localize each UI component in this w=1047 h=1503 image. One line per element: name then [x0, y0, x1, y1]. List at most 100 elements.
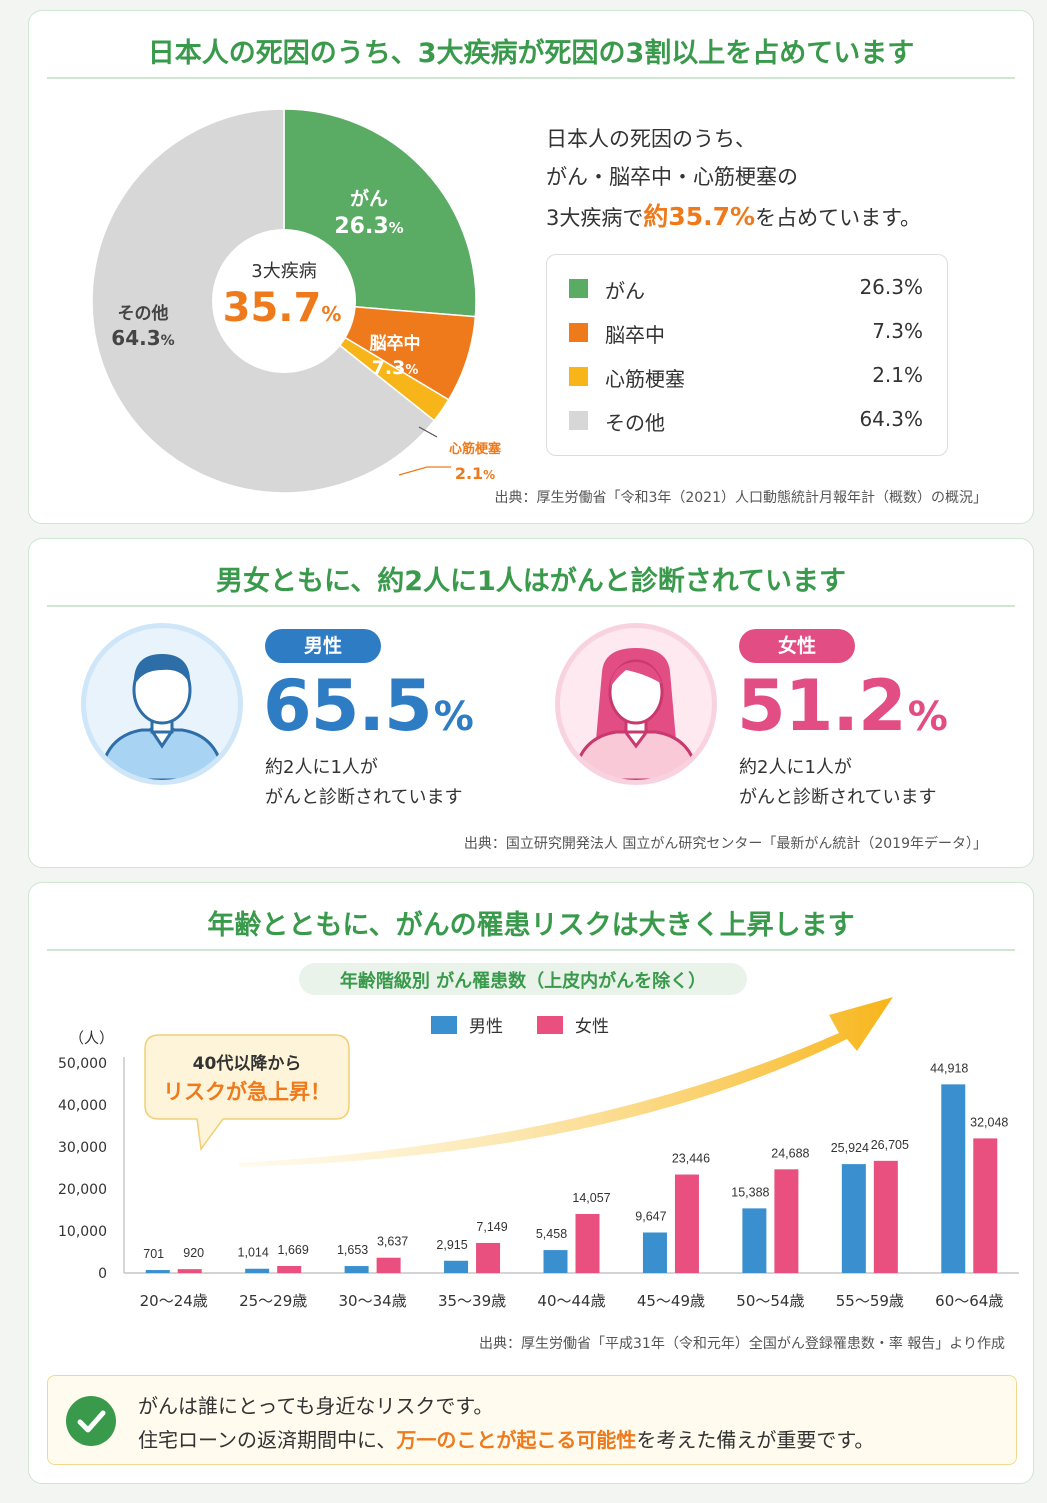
bar-value-label: 1,653 [337, 1243, 368, 1257]
heart-leader-line [418, 426, 438, 438]
desc-post: を占めています。 [755, 206, 922, 230]
legend-value: 26.3% [859, 275, 923, 299]
callout-line1: 40代以降から [193, 1053, 302, 1074]
callout-bubble [144, 1034, 350, 1151]
bar-male [642, 1232, 667, 1273]
y-tick-label: 20,000 [58, 1182, 107, 1198]
risk-note-line2: 住宅ローンの返済期間中に、万一のことが起こる可能性を考えた備えが重要です。 [138, 1424, 874, 1453]
legend-swatch-stroke [569, 323, 588, 342]
bar-female [476, 1242, 501, 1273]
x-tick-label: 30～34歳 [339, 1292, 407, 1310]
pie-slice-value: 26.3% [334, 214, 403, 239]
risk-note-line1: がんは誰にとっても身近なリスクです。 [138, 1394, 494, 1418]
pie-legend: がん 26.3% 脳卒中 7.3% 心筋梗塞 2.1% その他 64.3% [546, 254, 948, 456]
bar-value-label: 1,669 [278, 1243, 309, 1257]
pie-slice-label: がん [350, 187, 388, 210]
y-tick-label: 50,000 [58, 1056, 107, 1072]
bar-value-label: 15,388 [731, 1185, 769, 1199]
callout-line2: リスクが急上昇！ [163, 1080, 331, 1104]
bar-male [444, 1260, 469, 1273]
legend-row-heart: 心筋梗塞 2.1% [569, 361, 923, 391]
pie-center-value: 35.7% [223, 285, 342, 331]
bar-male [841, 1164, 866, 1273]
legend-name: 脳卒中 [605, 323, 665, 347]
diagnosis-card: 男女ともに、約2人に1人はがんと診断されています 男性 65.5% 約2人に1人… [28, 538, 1034, 868]
bar-value-label: 3,637 [377, 1235, 408, 1249]
legend-name: その他 [605, 411, 665, 435]
bar-chart-title: 年齢階級別 がん罹患数（上皮内がんを除く） [339, 971, 707, 992]
x-tick-label: 60～64歳 [935, 1292, 1003, 1310]
female-badge: 女性 [739, 629, 855, 663]
desc-highlight: 約35.7% [643, 202, 756, 231]
legend-value: 2.1% [872, 363, 923, 387]
bar-female [973, 1138, 998, 1273]
legend-row-stroke: 脳卒中 7.3% [569, 317, 923, 347]
pie-slice-value: 2.1% [455, 464, 495, 483]
bar-value-label: 44,918 [930, 1061, 968, 1075]
bar-value-label: 32,048 [970, 1115, 1008, 1129]
bar-value-label: 1,014 [238, 1246, 269, 1260]
y-tick-label: 0 [98, 1266, 107, 1282]
legend-row-cancer: がん 26.3% [569, 273, 923, 303]
bar-value-label: 26,705 [871, 1138, 909, 1152]
pie-slice-value: 7.3% [372, 357, 419, 379]
male-avatar [81, 623, 243, 785]
legend-swatch-female [537, 1016, 563, 1034]
legend-swatch-male [431, 1016, 457, 1034]
bar-male [145, 1270, 170, 1273]
female-note: 約2人に1人が がんと診断されています [739, 753, 936, 813]
x-tick-label: 55～59歳 [836, 1292, 904, 1310]
male-note-line2: がんと診断されています [265, 787, 463, 808]
section1-source: 出典：厚生労働省「令和3年（2021）人口動態統計月報年計（概数）の概況」 [494, 490, 987, 506]
section3-source: 出典：厚生労働省「平成31年（令和元年）全国がん登録罹患数・率 報告」より作成 [479, 1336, 1005, 1352]
bar-female [674, 1174, 699, 1273]
bar-female [873, 1160, 898, 1273]
chart-title-pill [299, 963, 747, 995]
death-desc-line1: 日本人の死因のうち、 [546, 127, 756, 151]
pie-slice-label: その他 [118, 303, 169, 324]
pie-slice-label: 心筋梗塞 [449, 441, 502, 457]
bar-value-label: 24,688 [771, 1146, 809, 1160]
x-tick-label: 25～29歳 [239, 1292, 307, 1310]
male-badge: 男性 [265, 629, 381, 663]
x-tick-label: 35～39歳 [438, 1292, 506, 1310]
incidence-bar-chart: 男性 女性 （人） 0 10,000 20,000 30,000 40,000 50,00… [58, 997, 1019, 1310]
pie-center-label: 3大疾病 [251, 261, 316, 282]
bar-male [344, 1266, 369, 1273]
death-desc-line2: がん・脳卒中・心筋梗塞の [546, 165, 798, 189]
legend-name: がん [605, 279, 645, 303]
y-tick-label: 40,000 [58, 1098, 107, 1114]
female-avatar [555, 623, 717, 785]
legend-label-female: 女性 [575, 1017, 609, 1037]
check-circle-icon [66, 1396, 116, 1446]
pie-slice-label: 脳卒中 [370, 333, 421, 354]
legend-label-male: 男性 [469, 1017, 503, 1037]
section2-title: 男女ともに、約2人に1人はがんと診断されています [216, 566, 846, 597]
bar-male [245, 1268, 270, 1273]
death-desc-line3: 3大疾病で約35.7%を占めています。 [546, 197, 921, 233]
check-mark-icon [77, 1410, 106, 1433]
legend-value: 64.3% [859, 407, 923, 431]
note-post: を考えた備えが重要です。 [636, 1428, 875, 1452]
male-percentage: 65.5% [263, 665, 474, 747]
bar-female [177, 1269, 202, 1273]
male-person-icon [98, 654, 226, 780]
bar-value-label: 14,057 [572, 1191, 610, 1205]
bar-value-label: 7,149 [476, 1220, 507, 1234]
bar-value-label: 25,924 [831, 1141, 869, 1155]
bar-value-label: 9,647 [635, 1209, 666, 1223]
x-tick-label: 50～54歳 [736, 1292, 804, 1310]
female-percentage: 51.2% [737, 665, 948, 747]
section2-source: 出典：国立研究開発法人 国立がん研究センター「最新がん統計（2019年データ）」 [463, 836, 987, 852]
risk-note-box: がんは誰にとっても身近なリスクです。 住宅ローンの返済期間中に、万一のことが起こ… [47, 1375, 1017, 1465]
note-highlight: 万一のことが起こる可能性 [396, 1428, 637, 1452]
bar-male [941, 1084, 966, 1273]
section3-divider [47, 949, 1015, 951]
age-risk-card: 年齢とともに、がんの罹患リスクは大きく上昇します 年齢階級別 がん罹患数（上皮内… [28, 882, 1034, 1484]
bar-value-label: 701 [143, 1247, 164, 1261]
bar-value-label: 5,458 [536, 1227, 567, 1241]
male-note-line1: 約2人に1人が [265, 757, 378, 778]
section1-title: 日本人の死因のうち、3大疾病が死因の3割以上を占めています [147, 38, 915, 69]
bar-female [376, 1257, 401, 1273]
legend-row-other: その他 64.3% [569, 405, 923, 435]
